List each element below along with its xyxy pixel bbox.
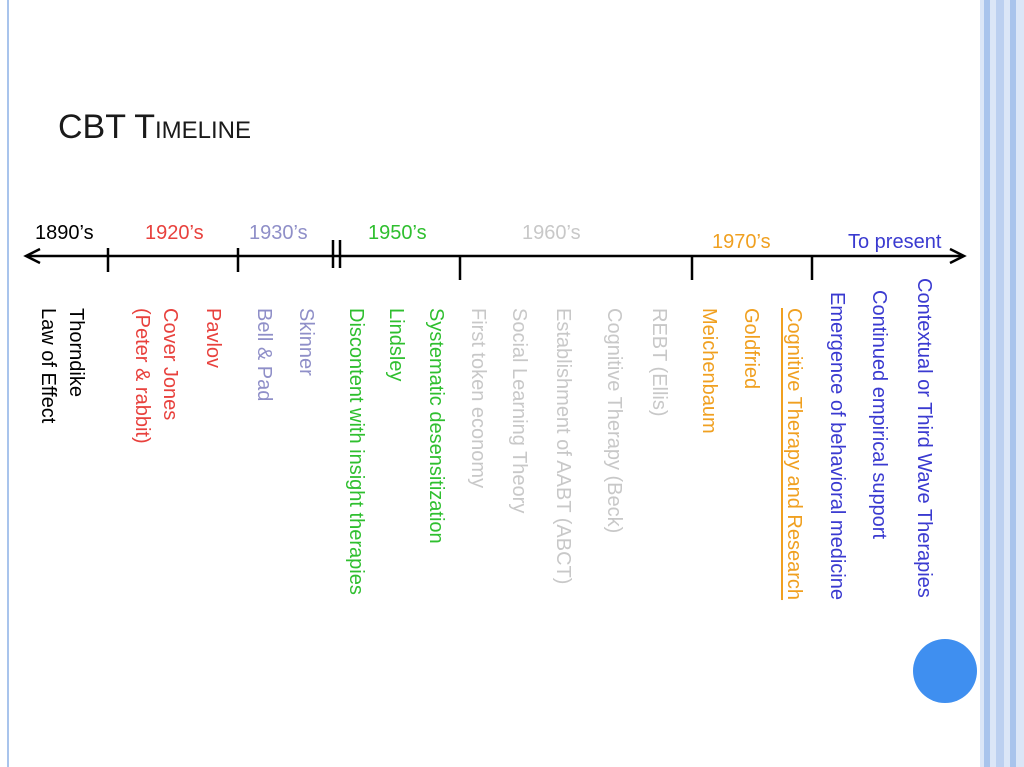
event-line: Continued empirical support [868, 290, 890, 540]
event: Goldfried [737, 308, 765, 389]
period: 1960’s [522, 222, 581, 244]
event: Systematic desensitization [422, 308, 450, 544]
event: Bell & Pad [250, 308, 278, 401]
event-line: First token economy [467, 308, 489, 489]
event-line: Skinner [295, 308, 317, 376]
timeline-axis [23, 240, 967, 280]
event-line: Goldfried [740, 308, 762, 390]
event-line: Discontent with insight therapies [345, 308, 367, 595]
period: 1920’s [145, 222, 204, 244]
period: 1930’s [249, 222, 308, 244]
event-line: Law of Effect [37, 308, 59, 424]
title: CBT Timeline [58, 108, 252, 146]
event: Discontent with insight therapies [342, 308, 370, 595]
event-line: Meichenbaum [698, 308, 720, 434]
event: Lindsley [382, 308, 410, 381]
period: 1890’s [35, 222, 94, 244]
event: Pavlov [199, 308, 227, 368]
event-line: Cognitive Therapy (Beck) [603, 308, 625, 534]
event: First token economy [464, 308, 492, 488]
event: Establishment of AABT (ABCT) [549, 308, 577, 584]
event-line: Establishment of AABT (ABCT) [552, 308, 574, 585]
event: Emergence of behavioral medicine [823, 292, 851, 600]
period: 1970’s [712, 231, 771, 253]
event-line: Social Learning Theory [508, 308, 530, 514]
event-line: Contextual or Third Wave Therapies [913, 278, 935, 598]
event: Contextual or Third Wave Therapies [910, 278, 938, 598]
event-line: Cognitive Therapy and Research [783, 308, 805, 601]
event: Thorndike Law of Effect [34, 308, 90, 423]
period: To present [848, 231, 942, 253]
event: Cognitive Therapy and Research [780, 308, 808, 600]
event-line: Pavlov [202, 308, 224, 369]
event-line: Systematic desensitization [425, 308, 447, 544]
period: 1950’s [368, 222, 427, 244]
event: Meichenbaum [695, 308, 723, 434]
event-line: Lindsley [385, 308, 407, 382]
event: REBT (Ellis) [645, 308, 673, 417]
event-line: Thorndike [65, 308, 87, 397]
event-line: Bell & Pad [253, 308, 275, 402]
event-line: Cover Jones [159, 308, 181, 421]
event-line: (Peter & rabbit) [131, 308, 153, 444]
event: Cover Jones (Peter & rabbit) [128, 308, 184, 444]
event: Cognitive Therapy (Beck) [600, 308, 628, 533]
event: Skinner [292, 308, 320, 376]
event-line: REBT (Ellis) [648, 308, 670, 417]
event: Social Learning Theory [505, 308, 533, 513]
event: Continued empirical support [865, 290, 893, 539]
event-line: Emergence of behavioral medicine [826, 292, 848, 600]
